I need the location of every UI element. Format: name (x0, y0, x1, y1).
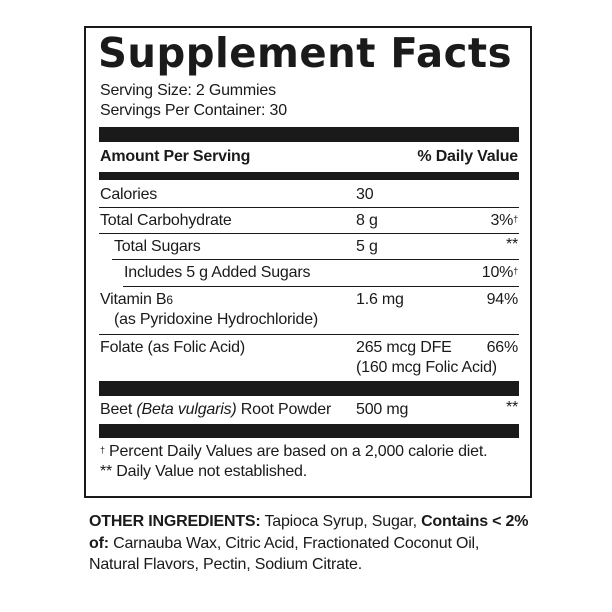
thick-divider (99, 424, 519, 438)
amount-per-serving-header: Amount Per Serving (100, 148, 251, 165)
row-name: Total Sugars (114, 238, 201, 255)
row-rule (112, 259, 519, 260)
row-amount: 265 mcg DFE (356, 339, 452, 356)
row-dv: ** (505, 399, 518, 416)
footnote-dagger: † Percent Daily Values are based on a 2,… (100, 443, 488, 460)
row-dv: 66% (486, 339, 519, 356)
row-name: Calories (100, 186, 158, 203)
row-dv: 94% (486, 291, 519, 308)
row-name-detail: (as Pyridoxine Hydrochloride) (114, 311, 319, 328)
row-amount: 30 (356, 186, 374, 203)
row-amount: 5 g (356, 238, 378, 255)
panel-title: Supplement Facts (98, 29, 513, 77)
row-name: Total Carbohydrate (100, 212, 232, 229)
row-dv: 3%† (490, 212, 518, 229)
daily-value-header: % Daily Value (417, 148, 518, 165)
row-name: Beet (Beta vulgaris) Root Powder (100, 401, 332, 418)
row-name: Includes 5 g Added Sugars (124, 264, 311, 281)
row-rule (99, 334, 519, 335)
serving-size: Serving Size: 2 Gummies (100, 82, 276, 99)
other-ingredients: OTHER INGREDIENTS: Tapioca Syrup, Sugar,… (89, 513, 529, 573)
supplement-facts-panel (84, 26, 532, 498)
row-rule (99, 233, 519, 234)
row-dv: ** (505, 236, 518, 253)
row-rule (123, 286, 519, 287)
row-amount: 8 g (356, 212, 378, 229)
row-amount: 1.6 mg (356, 291, 404, 308)
divider (99, 172, 519, 180)
row-rule (99, 207, 519, 208)
thick-divider (99, 127, 519, 142)
row-name: Folate (as Folic Acid) (100, 339, 245, 356)
thick-divider (99, 381, 519, 396)
row-name: Vitamin B6 (100, 291, 173, 308)
row-amount-detail: (160 mcg Folic Acid) (356, 359, 497, 376)
footnote-not-established: ** Daily Value not established. (100, 463, 307, 480)
row-amount: 500 mg (356, 401, 409, 418)
row-dv: 10%† (481, 264, 518, 281)
servings-per-container: Servings Per Container: 30 (100, 102, 287, 119)
